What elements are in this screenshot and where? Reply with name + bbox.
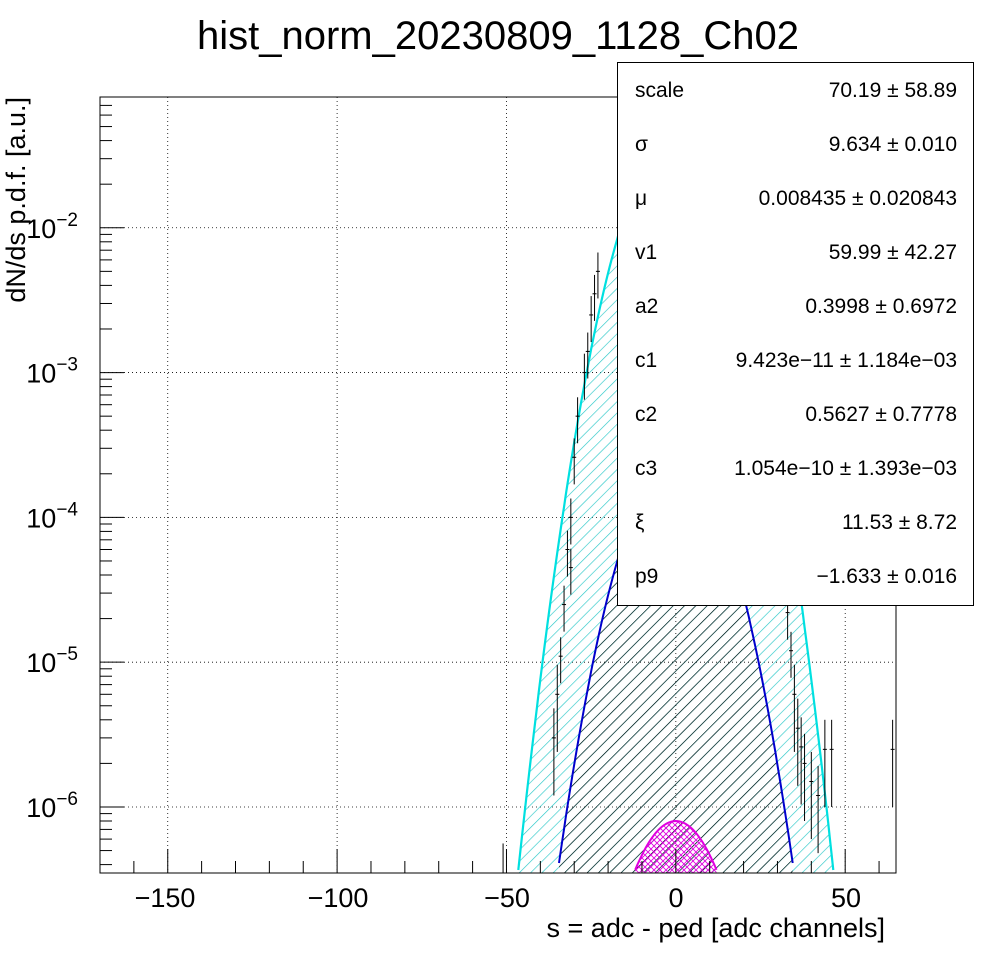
data-point: [568, 498, 573, 545]
data-point: [558, 637, 563, 684]
data-point: [582, 353, 587, 400]
stat-value: 0.5627 ± 0.7778: [805, 403, 957, 426]
stat-name: p9: [635, 565, 659, 588]
data-point: [555, 664, 560, 752]
stat-value: −1.633 ± 0.016: [816, 565, 957, 588]
data-point: [809, 751, 814, 840]
x-axis-label: s = adc - ped [adc channels]: [547, 913, 885, 943]
data-point: [788, 631, 793, 678]
data-point: [562, 585, 567, 632]
data-point: [816, 765, 821, 854]
y-tick-label: 10−4: [26, 499, 78, 533]
stat-name: σ: [635, 133, 648, 156]
x-tick-label: −150: [135, 883, 196, 913]
data-point: [799, 717, 804, 805]
stat-value: 9.634 ± 0.010: [828, 133, 957, 156]
fit-stats-box: scale 70.19 ± 58.89 σ 9.634 ± 0.010 μ 0.…: [617, 62, 974, 606]
stat-row-xi: ξ 11.53 ± 8.72: [618, 495, 973, 549]
data-point: [589, 296, 594, 343]
stat-value: 59.99 ± 42.27: [828, 241, 957, 264]
data-point: [568, 548, 573, 595]
x-tick-label: 50: [831, 883, 861, 913]
stat-value: 0.008435 ± 0.020843: [758, 187, 957, 210]
data-point: [595, 252, 600, 299]
data-point: [585, 332, 590, 379]
stat-name: c2: [635, 403, 658, 426]
data-point: [795, 698, 800, 786]
data-point: [822, 719, 827, 807]
stat-row-a2: a2 0.3998 ± 0.6972: [618, 279, 973, 333]
stat-row-p9: p9 −1.633 ± 0.016: [618, 549, 973, 603]
x-tick-label: 0: [668, 883, 683, 913]
data-point: [575, 397, 580, 444]
y-tick-label: 10−2: [26, 210, 78, 244]
data-point: [592, 274, 597, 321]
data-point: [551, 708, 556, 796]
stat-row-mu: μ 0.008435 ± 0.020843: [618, 171, 973, 225]
y-tick-labels: 10−6 10−5 10−4 10−3 10−2: [26, 210, 78, 823]
stat-value: 1.054e−10 ± 1.393e−03: [734, 457, 957, 480]
y-tick-label: 10−5: [26, 644, 78, 678]
data-point: [501, 843, 506, 873]
y-tick-label: 10−6: [26, 789, 78, 823]
y-tick-label: 10−3: [26, 355, 78, 389]
data-point: [802, 733, 807, 822]
axis-ticks: [99, 96, 880, 873]
stat-name: a2: [635, 295, 659, 318]
chart-title: hist_norm_20230809_1128_Ch02: [197, 14, 799, 58]
data-point: [829, 719, 834, 807]
stat-value: 0.3998 ± 0.6972: [805, 295, 957, 318]
stat-name: scale: [635, 79, 685, 102]
component-curve: [634, 819, 718, 871]
stat-name: ξ: [635, 511, 645, 534]
stat-row-c1: c1 9.423e−11 ± 1.184e−03: [618, 333, 973, 387]
stat-row-sigma: σ 9.634 ± 0.010: [618, 117, 973, 171]
stat-name: μ: [635, 187, 648, 210]
data-point: [565, 530, 570, 577]
stat-name: c1: [635, 349, 658, 372]
stat-row-c3: c3 1.054e−10 ± 1.393e−03: [618, 441, 973, 495]
stat-value: 9.423e−11 ± 1.184e−03: [735, 349, 957, 372]
stat-row-scale: scale 70.19 ± 58.89: [618, 63, 973, 117]
stat-value: 70.19 ± 58.89: [828, 79, 957, 102]
data-point: [890, 719, 895, 807]
stat-name: c3: [635, 457, 658, 480]
x-tick-label: −100: [308, 883, 369, 913]
y-axis-label: dN/ds p.d.f. [a.u.]: [1, 97, 31, 303]
data-point: [572, 438, 577, 485]
data-point: [792, 664, 797, 752]
stat-row-v1: v1 59.99 ± 42.27: [618, 225, 973, 279]
x-tick-label: −50: [484, 883, 530, 913]
stat-value: 11.53 ± 8.72: [841, 511, 957, 534]
stat-name: v1: [635, 241, 658, 264]
stat-row-c2: c2 0.5627 ± 0.7778: [618, 387, 973, 441]
